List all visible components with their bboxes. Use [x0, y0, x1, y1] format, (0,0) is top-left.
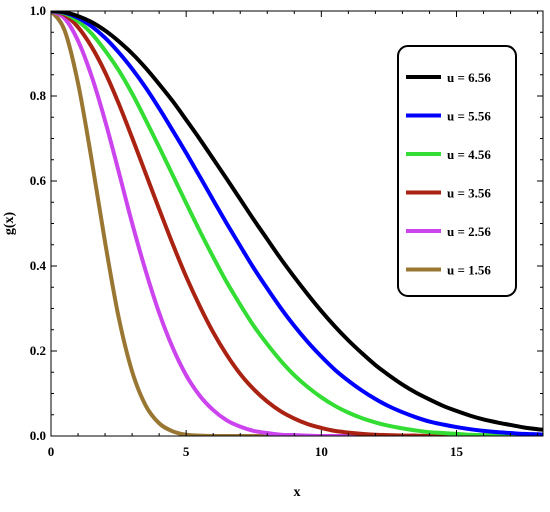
- legend-label: u = 4.56: [447, 147, 491, 162]
- series-line: [51, 11, 543, 436]
- x-tick-label: 5: [183, 444, 190, 459]
- series-line: [51, 11, 543, 436]
- y-tick-label: 0.2: [30, 343, 46, 358]
- legend-label: u = 5.56: [447, 109, 491, 124]
- series-group: [51, 11, 543, 436]
- series-line: [51, 11, 543, 436]
- y-tick-label: 0.0: [30, 428, 46, 443]
- y-axis-title: g(x): [2, 212, 17, 236]
- series-line: [51, 11, 543, 432]
- legend: u = 6.56 u = 5.56 u = 4.56 u = 3.56 u = 2.56…: [397, 45, 517, 297]
- legend-label: u = 3.56: [447, 186, 491, 201]
- series-lines: [51, 11, 543, 436]
- x-tick-label: 15: [450, 444, 464, 459]
- y-tick-label: 0.8: [30, 88, 47, 103]
- y-tick-label: 0.4: [30, 258, 47, 273]
- x-axis-title: x: [294, 485, 301, 500]
- y-tick-label: 1.0: [30, 3, 46, 18]
- x-tick-label: 10: [315, 444, 328, 459]
- x-tick-label: 0: [48, 444, 55, 459]
- series-line: [51, 11, 543, 436]
- legend-label: u = 2.56: [447, 224, 491, 239]
- legend-label: u = 1.56: [447, 263, 491, 278]
- legend-box: [397, 45, 517, 297]
- y-tick-label: 0.6: [30, 173, 47, 188]
- axis-ticks: 0 5 10 15 0.0 0.2 0.4 0.6 0.8 1.0: [30, 3, 543, 459]
- series-line: [51, 11, 543, 436]
- legend-label: u = 6.56: [447, 70, 491, 85]
